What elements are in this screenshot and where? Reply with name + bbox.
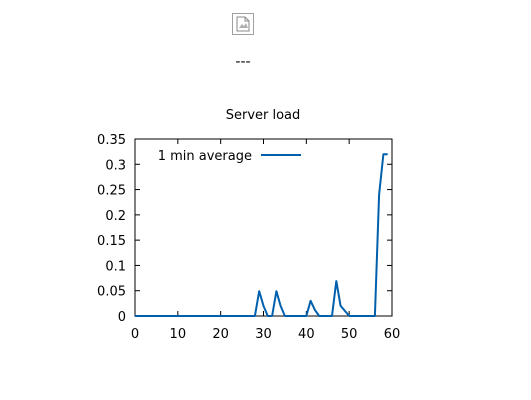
legend-label: 1 min average: [158, 149, 252, 164]
y-tick-label: 0: [118, 310, 126, 325]
chart-axes: [135, 139, 392, 316]
y-tick-label: 0.25: [97, 184, 126, 199]
y-tick-label: 0.35: [97, 133, 126, 148]
x-tick-label: 20: [212, 327, 229, 342]
series-layer: [135, 154, 388, 316]
y-tick-label: 0.15: [97, 234, 126, 249]
y-tick-label: 0.3: [105, 158, 126, 173]
x-tick-label: 0: [131, 327, 139, 342]
y-tick-label: 0.2: [105, 209, 126, 224]
chart-title: Server load: [226, 108, 301, 123]
plot-frame: [135, 139, 392, 316]
x-tick-label: 30: [255, 327, 272, 342]
x-tick-label: 10: [170, 327, 187, 342]
x-tick-label: 60: [384, 327, 401, 342]
series-line-0: [135, 154, 388, 316]
chart-legend: 1 min average: [158, 149, 301, 164]
x-tick-label: 40: [298, 327, 315, 342]
y-tick-label: 0.1: [105, 259, 126, 274]
x-tick-label: 50: [341, 327, 358, 342]
y-tick-label: 0.05: [97, 285, 126, 300]
